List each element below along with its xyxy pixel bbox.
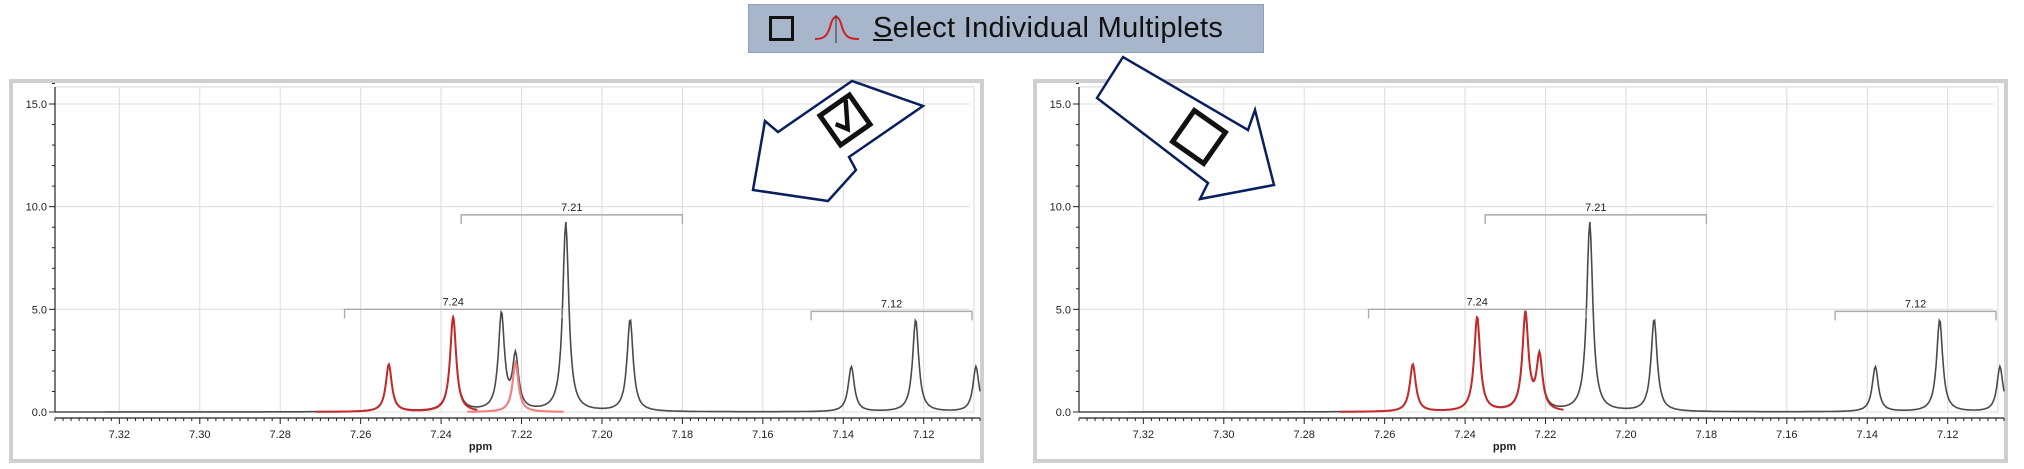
- multiplet-label: 7.21: [1585, 202, 1606, 214]
- x-tick-label: 7.14: [833, 429, 854, 441]
- x-tick-label: 7.22: [511, 429, 532, 441]
- x-axis-label: ppm: [469, 441, 492, 453]
- x-tick-label: 7.14: [1857, 429, 1878, 441]
- y-tick-label: 0.0: [1056, 407, 1071, 419]
- x-tick-label: 7.24: [430, 429, 451, 441]
- x-tick-label: 7.30: [189, 429, 210, 441]
- multiplet-bracket: [343, 308, 563, 319]
- empty-checkbox-callout-arrow: [1095, 55, 1276, 201]
- selected-multiplet-trace: [316, 314, 478, 413]
- x-tick-label: 7.28: [1294, 429, 1315, 441]
- y-tick-label: 5.0: [32, 304, 47, 316]
- x-tick-label: 7.20: [591, 429, 612, 441]
- y-tick-label: 10.0: [26, 202, 47, 214]
- x-tick-label: 7.26: [350, 429, 371, 441]
- x-tick-label: 7.24: [1454, 429, 1475, 441]
- x-tick-label: 7.12: [1937, 429, 1958, 441]
- banner-label: Select Individual Multiplets: [873, 12, 1223, 45]
- checked-checkbox-callout-arrow: [751, 79, 926, 203]
- unchecked-checkbox-icon[interactable]: [769, 16, 794, 41]
- y-tick-label: 5.0: [1056, 304, 1071, 316]
- selected-multiplet-trace: [1340, 310, 1564, 413]
- x-tick-label: 7.28: [270, 429, 291, 441]
- multiplet-bracket: [1834, 310, 1997, 321]
- x-tick-label: 7.30: [1213, 429, 1234, 441]
- x-tick-label: 7.18: [1696, 429, 1717, 441]
- select-individual-multiplets-option[interactable]: Select Individual Multiplets: [748, 4, 1264, 53]
- banner-label-mnemonic: S: [873, 12, 893, 44]
- x-tick-label: 7.22: [1535, 429, 1556, 441]
- multiplet-peak-icon: [814, 15, 860, 43]
- x-tick-label: 7.16: [1776, 429, 1797, 441]
- multiplet-label: 7.12: [1905, 298, 1926, 310]
- multiplet-label: 7.21: [561, 202, 582, 214]
- empty-checkbox-icon: [1169, 107, 1229, 167]
- y-tick-label: 10.0: [1050, 202, 1071, 214]
- selected-peak-trace: [467, 359, 564, 413]
- x-axis-label: ppm: [1493, 441, 1516, 453]
- y-tick-label: 0.0: [32, 407, 47, 419]
- x-tick-label: 7.18: [672, 429, 693, 441]
- multiplet-bracket: [460, 214, 684, 224]
- multiplet-bracket: [810, 310, 973, 321]
- y-tick-label: 15.0: [26, 99, 47, 111]
- y-tick-label: 15.0: [1050, 99, 1071, 111]
- x-tick-label: 7.16: [752, 429, 773, 441]
- x-tick-label: 7.12: [913, 429, 934, 441]
- x-tick-label: 7.20: [1615, 429, 1636, 441]
- multiplet-label: 7.24: [1466, 296, 1487, 308]
- x-tick-label: 7.26: [1374, 429, 1395, 441]
- spectrum-trace: [55, 222, 981, 413]
- banner-label-text: elect Individual Multiplets: [892, 12, 1224, 44]
- checked-checkbox-icon: [816, 91, 874, 149]
- x-tick-label: 7.32: [109, 429, 130, 441]
- multiplet-label: 7.12: [881, 298, 902, 310]
- multiplet-bracket: [1367, 308, 1587, 319]
- multiplet-label: 7.24: [442, 296, 463, 308]
- multiplet-bracket: [1484, 214, 1708, 224]
- x-tick-label: 7.32: [1133, 429, 1154, 441]
